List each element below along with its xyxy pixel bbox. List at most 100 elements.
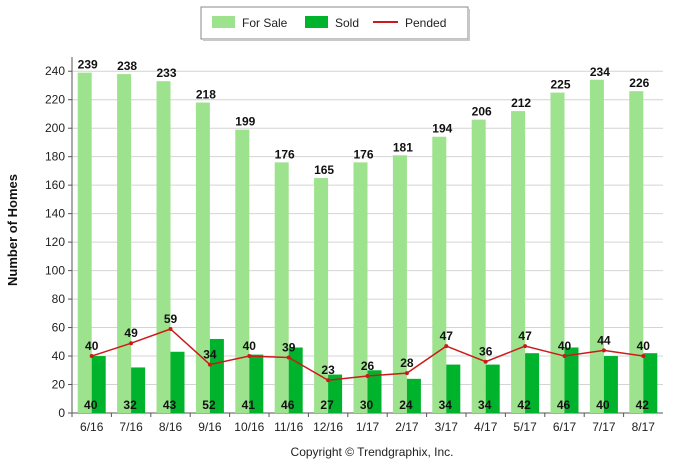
sold-value-label: 41 — [242, 398, 256, 412]
pended-value-label: 34 — [203, 348, 217, 362]
axes: 0 20 40 60 80 100 120 140 160 180 200 220 240 6/16 7/1… — [45, 57, 663, 434]
pended-line — [89, 326, 646, 383]
sold-value-label: 42 — [636, 398, 650, 412]
x-tick-label: 5/17 — [513, 420, 537, 434]
sold-value-label: 43 — [163, 398, 177, 412]
sold-value-label: 40 — [84, 398, 98, 412]
sold-bar — [209, 338, 224, 413]
for-sale-value-label: 176 — [275, 147, 295, 161]
sold-value-label: 30 — [360, 398, 374, 412]
legend: For Sale Sold Pended — [200, 6, 470, 41]
x-tick-label: 2/17 — [395, 420, 419, 434]
sold-bar — [367, 370, 382, 413]
for-sale-bar — [117, 74, 132, 413]
pended-value-label: 44 — [597, 333, 611, 347]
x-tick-label: 7/17 — [592, 420, 616, 434]
sold-bar — [643, 353, 658, 413]
for-sale-bar — [156, 81, 171, 413]
y-tick-label: 140 — [45, 207, 65, 221]
y-tick-label: 160 — [45, 178, 65, 192]
x-tick-label: 4/17 — [474, 420, 498, 434]
sold-bar — [406, 378, 421, 413]
legend-label-for-sale: For Sale — [242, 16, 288, 30]
legend-label-sold: Sold — [335, 16, 359, 30]
legend-swatch-sold — [305, 16, 328, 28]
for-sale-value-label: 218 — [196, 88, 216, 102]
for-sale-value-label: 238 — [117, 59, 137, 73]
for-sale-bar — [392, 155, 407, 414]
legend-swatch-for-sale — [212, 16, 235, 28]
for-sale-bar — [235, 129, 250, 413]
sold-value-label: 34 — [439, 398, 453, 412]
pended-value-label: 47 — [440, 329, 454, 343]
sold-bar — [170, 351, 185, 413]
for-sale-bar — [550, 92, 565, 413]
sold-bar — [485, 364, 500, 413]
sold-value-label: 42 — [517, 398, 531, 412]
for-sale-bar — [274, 162, 289, 413]
sold-value-label: 34 — [478, 398, 492, 412]
for-sale-bar — [432, 136, 447, 413]
pended-point — [404, 371, 409, 376]
sold-bar — [249, 354, 264, 413]
pended-point — [247, 354, 252, 359]
pended-value-label: 36 — [479, 345, 493, 359]
x-tick-label: 3/17 — [435, 420, 459, 434]
pended-point — [326, 378, 331, 383]
y-tick-label: 240 — [45, 64, 65, 78]
for-sale-bar — [589, 79, 604, 413]
y-tick-label: 180 — [45, 150, 65, 164]
pended-point — [89, 354, 94, 359]
y-tick-label: 120 — [45, 235, 65, 249]
pended-value-label: 49 — [124, 326, 138, 340]
for-sale-bar — [471, 119, 486, 413]
x-tick-label: 6/16 — [80, 420, 104, 434]
for-sale-bar — [77, 72, 92, 413]
pended-point — [562, 354, 567, 359]
for-sale-bar — [511, 111, 526, 413]
pended-value-label: 40 — [637, 339, 651, 353]
x-tick-label: 10/16 — [234, 420, 264, 434]
pended-value-label: 28 — [400, 356, 414, 370]
sold-bar — [446, 364, 461, 413]
sold-value-label: 32 — [123, 398, 137, 412]
y-tick-label: 40 — [52, 349, 66, 363]
bars — [77, 72, 658, 414]
data-labels: 239 40 238 32 233 43 218 52 199 41 176 46 165 27 176 30… — [78, 58, 651, 412]
sold-value-label: 24 — [399, 398, 413, 412]
x-tick-label: 6/17 — [553, 420, 577, 434]
pended-value-label: 40 — [558, 339, 572, 353]
pended-value-label: 47 — [518, 329, 532, 343]
for-sale-value-label: 176 — [353, 147, 373, 161]
x-tick-label: 7/16 — [119, 420, 143, 434]
sold-bar — [603, 356, 618, 413]
legend-box — [200, 6, 469, 40]
y-tick-label: 0 — [58, 406, 65, 420]
pended-value-label: 26 — [361, 359, 375, 373]
pended-value-label: 40 — [243, 339, 257, 353]
for-sale-bar — [314, 178, 329, 413]
pended-value-label: 23 — [321, 363, 335, 377]
pended-point — [365, 373, 370, 378]
sold-bar — [131, 367, 146, 413]
sold-value-label: 46 — [281, 398, 295, 412]
pended-point — [523, 344, 528, 349]
for-sale-bar — [195, 102, 210, 414]
for-sale-value-label: 165 — [314, 163, 334, 177]
for-sale-bar — [629, 91, 644, 414]
y-tick-label: 20 — [52, 378, 66, 392]
y-tick-label: 60 — [52, 321, 66, 335]
x-tick-label: 8/17 — [632, 420, 656, 434]
for-sale-value-label: 206 — [472, 105, 492, 119]
pended-point — [168, 326, 173, 331]
pended-point — [641, 354, 646, 359]
y-tick-label: 220 — [45, 93, 65, 107]
sold-value-label: 40 — [596, 398, 610, 412]
for-sale-value-label: 181 — [393, 140, 413, 154]
x-tick-label: 12/16 — [313, 420, 343, 434]
for-sale-value-label: 226 — [629, 76, 649, 90]
y-tick-label: 100 — [45, 264, 65, 278]
pended-point — [207, 362, 212, 367]
x-tick-label: 9/16 — [198, 420, 222, 434]
